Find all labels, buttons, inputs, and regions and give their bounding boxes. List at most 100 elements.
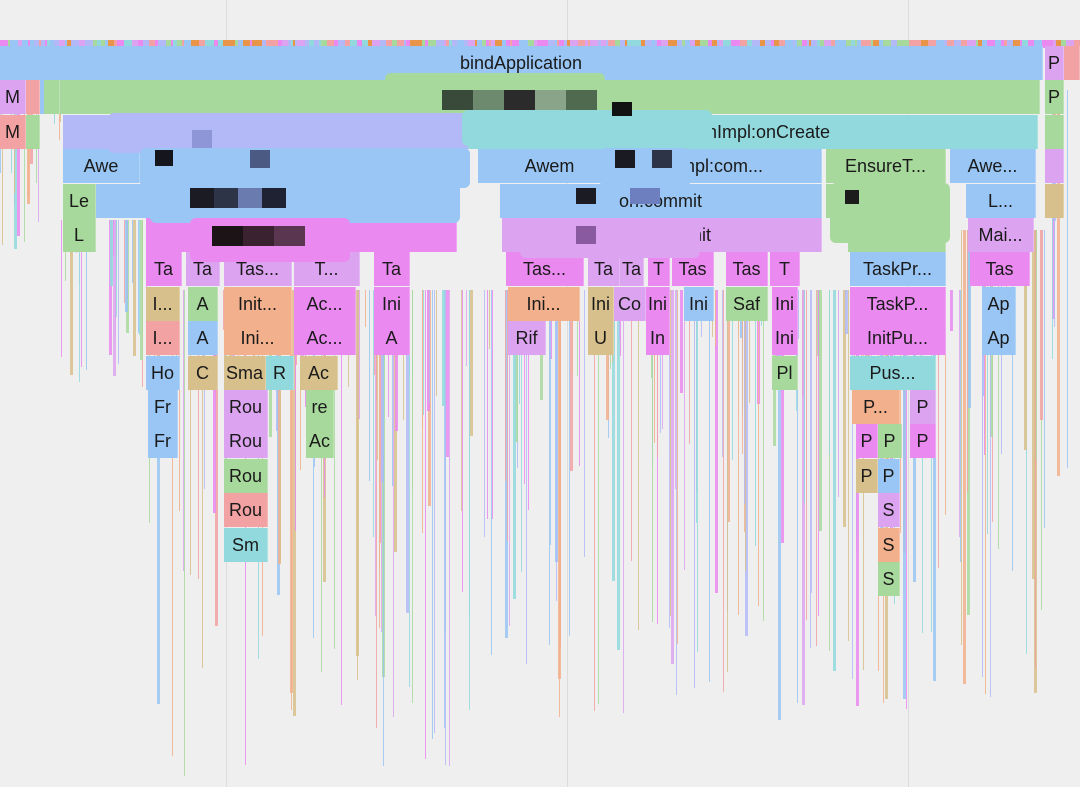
tail-mark [85,220,87,370]
trace-slice[interactable]: Ap [982,321,1016,356]
trace-slice[interactable]: Tas [672,252,714,287]
trace-slice[interactable]: T [648,252,670,287]
tail-mark [279,290,281,562]
trace-slice[interactable]: InitPu... [850,321,946,356]
trace-slice[interactable]: L... [966,183,1036,218]
ribbon-segment [909,40,917,48]
trace-slice[interactable]: Pl [772,355,798,390]
trace-slice[interactable]: Ac [300,355,338,390]
trace-slice[interactable] [1045,183,1064,218]
trace-slice[interactable]: P [1045,80,1064,115]
ribbon-segment [921,40,928,48]
trace-slice[interactable]: re [306,390,334,424]
trace-slice[interactable]: T [770,252,800,287]
trace-slice[interactable]: S [878,493,900,528]
trace-slice[interactable] [26,80,40,115]
trace-slice[interactable]: Pus... [850,355,936,390]
trace-slice[interactable]: Init... [224,286,292,321]
trace-slice[interactable]: Rou [224,458,268,493]
thread-state-ribbon[interactable] [0,40,1080,48]
trace-slice[interactable]: L [63,218,96,252]
trace-slice[interactable]: P [878,458,900,493]
trace-slice[interactable]: C [188,355,218,390]
trace-slice[interactable]: P [1045,46,1064,80]
trace-slice[interactable]: Sma [224,355,266,390]
trace-slice[interactable]: TaskPr... [850,252,946,287]
trace-slice[interactable]: M [0,114,26,149]
trace-slice[interactable]: Le [63,183,96,218]
trace-slice[interactable]: S [878,562,900,596]
trace-slice[interactable]: Rif [508,321,546,356]
tail-mark [490,290,492,655]
ribbon-segment [559,40,564,48]
trace-slice[interactable]: S [878,527,900,562]
trace-slice[interactable] [1045,114,1064,149]
trace-slice[interactable]: P [878,424,902,459]
trace-slice[interactable]: Ini [588,286,614,321]
trace-slice[interactable]: Ap [982,286,1016,321]
trace-slice[interactable]: P... [852,390,900,424]
trace-slice[interactable]: Fr [148,424,178,459]
trace-slice[interactable]: I... [146,321,180,356]
trace-slice[interactable]: Rou [224,493,268,528]
ribbon-segment [608,40,615,48]
trace-slice[interactable]: P [910,390,936,424]
trace-slice[interactable]: Mai... [968,218,1034,252]
trace-slice[interactable]: M [0,80,26,115]
trace-slice[interactable]: U [588,321,614,356]
trace-slice[interactable]: Ac... [294,321,356,356]
trace-slice[interactable]: Tas... [506,252,584,287]
tail-mark [622,290,624,713]
trace-slice[interactable]: I... [146,286,180,321]
trace-slice[interactable]: Awe... [950,149,1036,184]
trace-slice[interactable]: Saf [726,286,768,321]
trace-slice[interactable]: Ini [646,286,670,321]
trace-slice[interactable]: Ac [306,424,334,459]
redaction-patch [140,148,470,188]
trace-slice[interactable] [44,80,60,115]
trace-slice[interactable]: Rou [224,390,268,424]
trace-slice[interactable]: Ho [146,355,180,390]
tail-mark [460,290,462,511]
ribbon-segment [631,40,637,48]
trace-slice[interactable]: EnsureT... [826,149,946,184]
trace-slice[interactable]: Ta [620,252,644,287]
trace-slice[interactable]: P [856,424,878,459]
trace-slice[interactable]: Ini [772,321,798,356]
trace-slice[interactable]: Ini... [224,321,292,356]
trace-slice[interactable]: Co [614,286,646,321]
trace-slice[interactable]: on:commit [500,183,822,218]
trace-slice[interactable]: TaskP... [850,286,946,321]
trace-slice[interactable] [1045,149,1064,184]
ribbon-segment [824,40,831,48]
trace-slice[interactable]: Awem [478,149,622,184]
trace-slice[interactable]: Rou [224,424,268,459]
trace-slice[interactable]: P [856,458,878,493]
tail-mark [726,290,730,522]
trace-slice[interactable]: Tas [970,252,1030,287]
trace-slice[interactable]: A [374,321,410,356]
trace-slice[interactable]: A [188,321,218,356]
trace-slice[interactable]: Ta [588,252,620,287]
trace-slice[interactable]: Ta [374,252,410,287]
trace-slice[interactable]: Ac... [294,286,356,321]
trace-slice[interactable]: Ini... [508,286,580,321]
trace-slice[interactable]: A [188,286,218,321]
trace-slice[interactable]: Fr [148,390,178,424]
trace-slice[interactable]: Awe [63,149,140,184]
trace-slice[interactable]: Ini [772,286,798,321]
trace-slice[interactable]: Tas [726,252,768,287]
tail-mark [693,290,695,688]
mosaic-pixel [212,226,243,246]
tail-mark [598,290,600,704]
trace-slice[interactable] [26,114,40,149]
trace-slice[interactable]: P [910,424,936,459]
trace-slice[interactable]: Ta [146,252,182,287]
trace-slice[interactable]: Sm [224,527,268,562]
trace-slice[interactable] [1064,46,1080,80]
trace-slice[interactable]: In [646,321,670,356]
trace-slice[interactable]: Ini [684,286,714,321]
trace-slice[interactable]: R [266,355,294,390]
trace-slice[interactable]: Ini [374,286,410,321]
